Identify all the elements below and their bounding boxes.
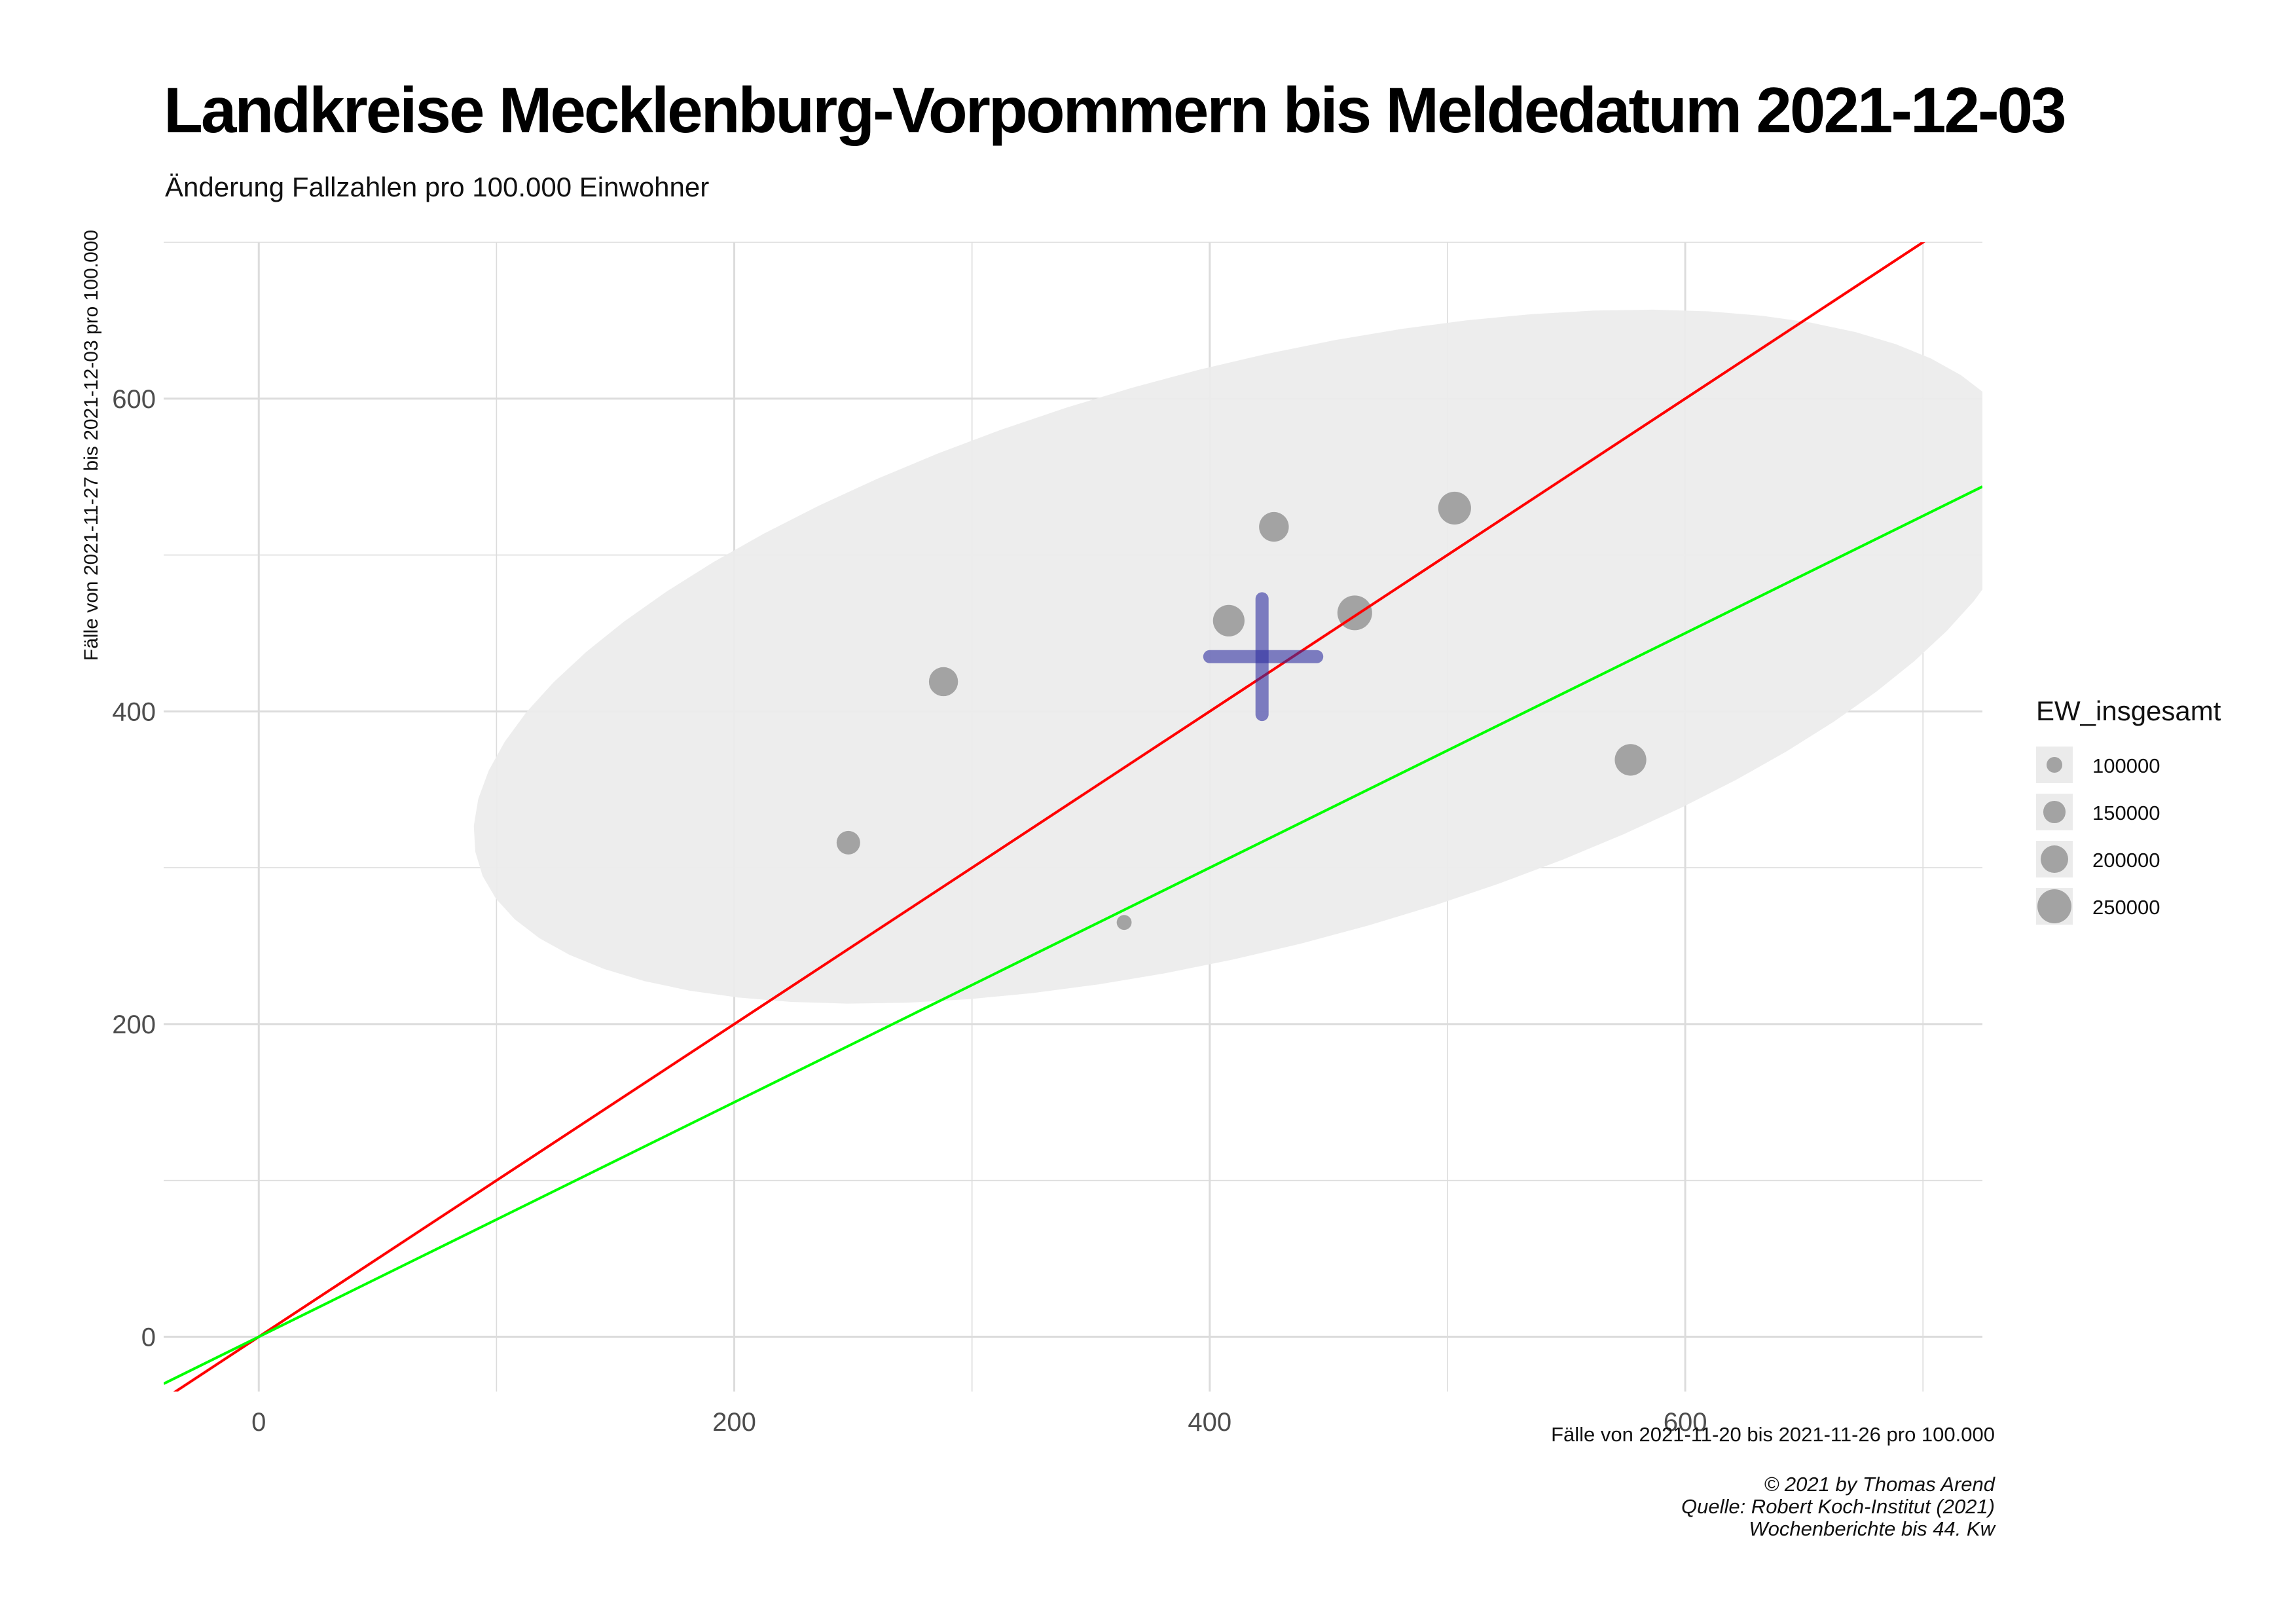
y-axis-label: Fälle von 2021-11-27 bis 2021-12-03 pro …: [81, 229, 102, 661]
reference-line: [173, 242, 1925, 1392]
legend-size-icon: [2037, 889, 2071, 923]
caption-source: Quelle: Robert Koch-Institut (2021): [1681, 1495, 1995, 1518]
y-tick-label: 600: [112, 385, 156, 414]
x-tick-label: 600: [1664, 1408, 1707, 1437]
data-point: [928, 667, 958, 697]
legend-title: EW_insgesamt: [2036, 695, 2221, 726]
legend-size-icon: [2047, 757, 2062, 773]
data-point: [1438, 491, 1471, 525]
data-point: [1614, 744, 1647, 776]
legend: EW_insgesamt 100000 150000 200000 250000: [2036, 695, 2221, 935]
legend-item: 250000: [2036, 888, 2221, 935]
axis-ticks: 0 200 400 600 0 200 400 600: [112, 385, 1707, 1437]
x-tick-label: 0: [251, 1408, 266, 1437]
legend-label: 250000: [2092, 896, 2160, 919]
plot-panel: [164, 242, 1982, 1392]
legend-key: [2036, 794, 2073, 830]
legend-size-icon: [2043, 801, 2066, 823]
data-point: [1212, 604, 1245, 637]
legend-item: 150000: [2036, 794, 2221, 841]
y-tick-label: 200: [112, 1010, 156, 1039]
x-axis-label: Fälle von 2021-11-20 bis 2021-11-26 pro …: [1551, 1423, 1995, 1446]
x-tick-label: 200: [712, 1408, 756, 1437]
reference-line: [164, 485, 1982, 1385]
legend-key: [2036, 888, 2073, 925]
legend-key: [2036, 747, 2073, 783]
legend-items: 100000 150000 200000 250000: [2036, 747, 2221, 935]
x-tick-label: 400: [1188, 1408, 1231, 1437]
legend-label: 200000: [2092, 849, 2160, 872]
caption-reports: Wochenberichte bis 44. Kw: [1749, 1517, 1995, 1540]
caption: © 2021 by Thomas Arend Quelle: Robert Ko…: [1681, 1473, 1995, 1540]
legend-key: [2036, 841, 2073, 877]
y-tick-label: 400: [112, 697, 156, 726]
data-point: [1116, 915, 1132, 931]
data-point: [1259, 511, 1289, 542]
legend-item: 100000: [2036, 747, 2221, 794]
chart-title: Landkreise Mecklenburg-Vorpommern bis Me…: [164, 74, 2067, 146]
y-tick-label: 0: [141, 1323, 156, 1352]
data-point: [836, 830, 860, 855]
legend-size-icon: [2040, 845, 2069, 874]
chart-subtitle: Änderung Fallzahlen pro 100.000 Einwohne…: [165, 172, 710, 202]
legend-label: 150000: [2092, 802, 2160, 824]
legend-label: 100000: [2092, 754, 2160, 777]
caption-copyright: © 2021 by Thomas Arend: [1764, 1473, 1995, 1496]
legend-item: 200000: [2036, 841, 2221, 888]
